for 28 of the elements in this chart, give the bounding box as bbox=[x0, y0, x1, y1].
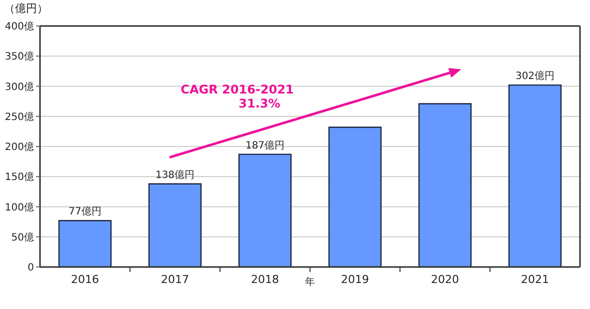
bar bbox=[58, 220, 112, 267]
y-tick-label: 50億 bbox=[11, 231, 34, 244]
bar bbox=[418, 103, 472, 267]
x-tick-label: 2017 bbox=[161, 272, 189, 286]
y-tick-label: 200億 bbox=[4, 141, 34, 154]
bar bbox=[148, 183, 202, 267]
y-axis-title: （億円） bbox=[4, 2, 48, 15]
x-tick-label: 2018 bbox=[251, 272, 279, 286]
x-tick-label: 2019 bbox=[341, 272, 369, 286]
y-tick-label: 0 bbox=[28, 262, 34, 274]
y-tick-label: 100億 bbox=[4, 201, 34, 214]
data-label: 302億円 bbox=[515, 70, 555, 82]
y-tick-label: 300億 bbox=[4, 80, 34, 93]
x-tick-label: 2021 bbox=[521, 272, 549, 286]
data-label: 77億円 bbox=[68, 206, 102, 218]
y-tick-label: 350億 bbox=[4, 50, 34, 63]
y-tick-label: 150億 bbox=[4, 171, 34, 184]
annotation: CAGR 2016-2021 31.3% bbox=[180, 82, 294, 110]
x-axis-title: 年 bbox=[305, 276, 315, 288]
y-tick-label: 400億 bbox=[4, 20, 34, 33]
y-tick-label: 250億 bbox=[4, 110, 34, 123]
bar bbox=[238, 154, 292, 267]
data-label: 187億円 bbox=[245, 139, 285, 152]
bar bbox=[508, 84, 562, 267]
bar bbox=[328, 126, 382, 267]
data-label: 138億円 bbox=[155, 168, 195, 181]
x-tick-label: 2016 bbox=[71, 272, 99, 286]
x-tick-label: 2020 bbox=[431, 272, 459, 286]
